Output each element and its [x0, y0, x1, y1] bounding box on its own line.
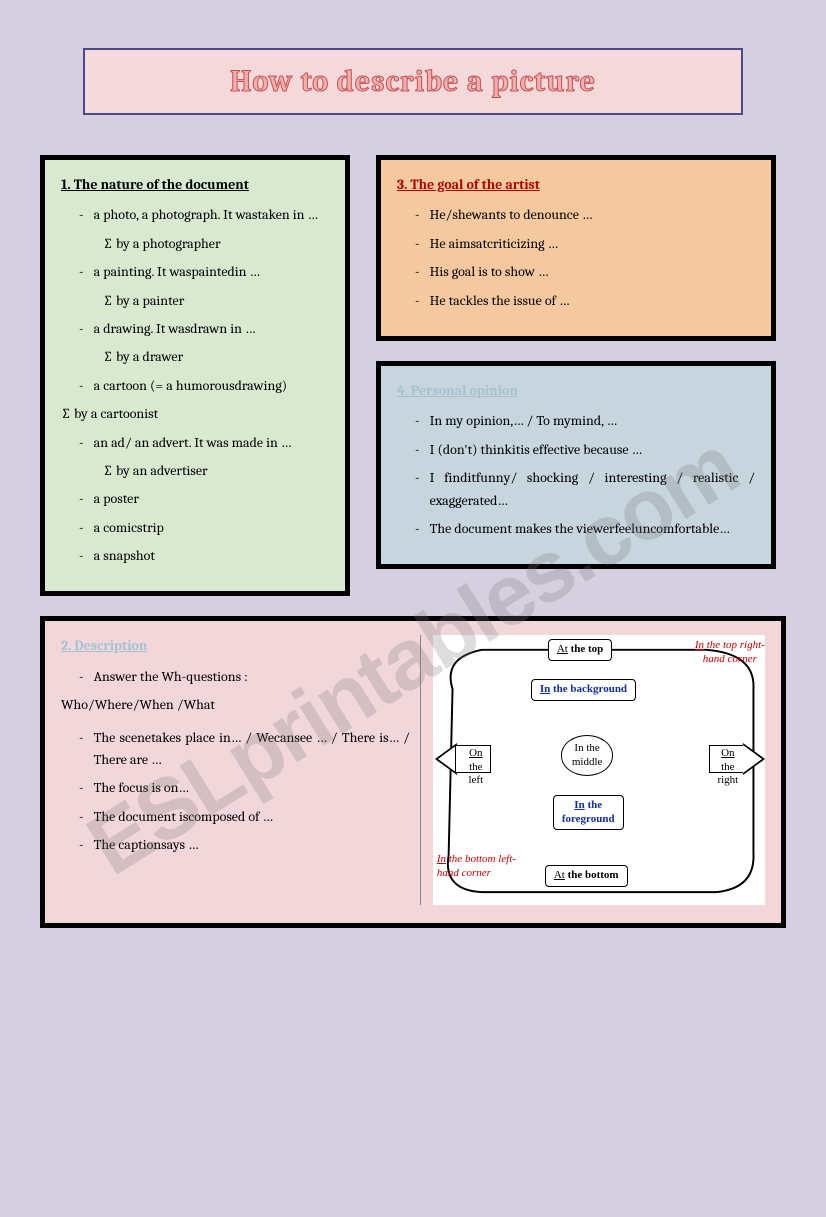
box-description-text: 2. Description -Answer the Wh-questions …: [61, 635, 421, 905]
page-title: How to describe a picture: [105, 64, 721, 99]
list-item: -The captionsays …: [79, 834, 410, 856]
lead-text-2: Who/Where/When /What: [61, 694, 410, 716]
column-left: 1. The nature of the document -a photo, …: [40, 155, 350, 596]
diagram-top-right: In the top right-hand corner: [691, 639, 769, 665]
box-nature-heading: 1. The nature of the document: [61, 174, 329, 196]
diagram-right: Onthe right: [711, 747, 745, 787]
lead-text: Answer the Wh-questions :: [94, 666, 248, 688]
list-item: -The focus is on…: [79, 777, 410, 799]
list-item: -a snapshot: [79, 545, 329, 567]
sigma-line: ∑ by a painter: [103, 290, 329, 312]
list-item: -The document makes the viewerfeeluncomf…: [415, 518, 755, 540]
position-diagram: At the top In the top right-hand corner …: [433, 635, 765, 905]
diagram-top: At the top: [548, 639, 612, 660]
box-description-items: -The scenetakes place in… / Wecansee … /…: [61, 727, 410, 857]
box-goal: 3. The goal of the artist -He/shewants t…: [376, 155, 776, 341]
sigma-line: ∑ by a photographer: [103, 233, 329, 255]
list-item: -He aimsatcriticizing …: [415, 233, 755, 255]
list-item: -The scenetakes place in… / Wecansee … /…: [79, 727, 410, 772]
box-goal-items: -He/shewants to denounce … -He aimsatcrit…: [397, 204, 755, 312]
list-item: -a drawing. It wasdrawn in …: [79, 318, 329, 340]
column-right: 3. The goal of the artist -He/shewants t…: [376, 155, 776, 596]
box-description-heading: 2. Description: [61, 635, 410, 657]
content-grid: 1. The nature of the document -a photo, …: [0, 155, 826, 596]
list-item: -a painting. It waspaintedin …: [79, 261, 329, 283]
list-item: -In my opinion,… / To mymind, …: [415, 410, 755, 432]
diagram-left: Onthe left: [461, 747, 491, 787]
box-opinion: 4. Personal opinion -In my opinion,… / T…: [376, 361, 776, 569]
list-item: -I finditfunny/ shocking / interesting /…: [415, 467, 755, 512]
arrow-left-icon: [435, 743, 457, 775]
list-item: -a comicstrip: [79, 517, 329, 539]
box-nature-items: -a photo, a photograph. It wastaken in ……: [61, 204, 329, 567]
list-item: -He/shewants to denounce …: [415, 204, 755, 226]
box-goal-heading: 3. The goal of the artist: [397, 174, 755, 196]
diagram-background: In the background: [531, 679, 636, 700]
title-box: How to describe a picture: [83, 48, 743, 115]
list-item: -I (don't) thinkitis effective because …: [415, 439, 755, 461]
list-item: -a poster: [79, 488, 329, 510]
box-opinion-heading: 4. Personal opinion: [397, 380, 755, 402]
list-item: -a photo, a photograph. It wastaken in …: [79, 204, 329, 226]
bottom-row: 2. Description -Answer the Wh-questions …: [0, 616, 826, 928]
box-description: 2. Description -Answer the Wh-questions …: [40, 616, 786, 928]
sigma-line: ∑ by an advertiser: [103, 460, 329, 482]
diagram-bottom-left: In the bottom left-hand corner: [437, 853, 527, 879]
list-item: -an ad/ an advert. It was made in …: [79, 432, 329, 454]
sigma-line: ∑ by a drawer: [103, 346, 329, 368]
arrow-right-icon: [743, 743, 765, 775]
list-item: -His goal is to show …: [415, 261, 755, 283]
box-nature: 1. The nature of the document -a photo, …: [40, 155, 350, 596]
list-item: -a cartoon (= a humorousdrawing): [79, 375, 329, 397]
diagram-foreground: In theforeground: [553, 795, 624, 829]
list-item: -The document iscomposed of …: [79, 806, 410, 828]
list-item: -Answer the Wh-questions :: [79, 666, 410, 688]
sigma-line: ∑ by a cartoonist: [61, 403, 329, 425]
list-item: -He tackles the issue of …: [415, 290, 755, 312]
diagram-bottom: At the bottom: [545, 865, 628, 886]
diagram-middle: In themiddle: [561, 735, 614, 775]
box-opinion-items: -In my opinion,… / To mymind, … -I (don't…: [397, 410, 755, 540]
